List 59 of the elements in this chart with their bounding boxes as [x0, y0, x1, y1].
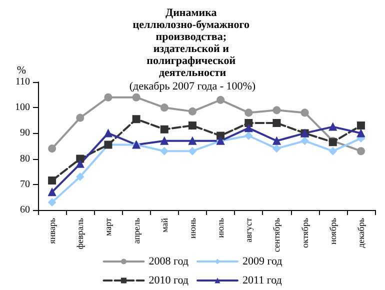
- x-tick-label: май: [159, 218, 170, 232]
- x-tick-label: март: [103, 218, 114, 236]
- x-tick-label: ноябрь: [328, 218, 338, 244]
- x-tick-label: июль: [216, 218, 226, 238]
- point: [216, 96, 225, 104]
- point: [328, 147, 337, 156]
- x-tick-label: декабрь: [356, 218, 366, 248]
- point: [244, 124, 253, 132]
- point: [272, 106, 281, 114]
- x-tick-label: апрель: [131, 218, 142, 244]
- point: [48, 188, 56, 196]
- point: [244, 108, 253, 117]
- point: [48, 144, 56, 153]
- y-tick-label: 70: [20, 178, 30, 190]
- legend-label: 2008 год: [148, 256, 189, 268]
- x-tick-label: август: [244, 218, 254, 242]
- x-tick-label: сентябрь: [272, 218, 282, 252]
- y-tick-label: 80: [20, 153, 30, 164]
- chart-title: Динамика целлюлозно-бумажного производства; издательской и полиграфической деятельности: [132, 7, 252, 79]
- point: [300, 136, 309, 145]
- legend-label: 2009 год: [242, 256, 283, 268]
- point: [244, 132, 253, 140]
- point: [188, 147, 196, 156]
- point: [160, 147, 168, 156]
- point: [356, 122, 365, 130]
- legend-label: 2011 год: [242, 274, 282, 286]
- point: [300, 108, 309, 117]
- point: [328, 122, 337, 131]
- y-tick-label: 90: [20, 128, 30, 139]
- point: [272, 144, 281, 153]
- legend-label: 2010 год: [148, 274, 189, 286]
- point: [188, 122, 196, 130]
- point: [188, 107, 196, 116]
- point: [160, 125, 168, 134]
- point: [160, 136, 168, 145]
- point: [104, 93, 112, 102]
- point: [48, 198, 56, 206]
- x-tick-label: июнь: [187, 218, 198, 238]
- y-tick-label: 110: [15, 76, 30, 88]
- point: [160, 104, 168, 112]
- y-tick-label: 100: [15, 102, 30, 114]
- point: [356, 147, 365, 156]
- point: [132, 93, 140, 102]
- point: [76, 114, 84, 122]
- point: [272, 136, 281, 145]
- y-axis-title: %: [16, 64, 26, 76]
- x-tick-label: октябрь: [300, 218, 310, 248]
- point: [76, 160, 84, 168]
- point: [104, 129, 112, 138]
- point: [76, 172, 84, 181]
- x-tick-label: февраль: [75, 218, 86, 250]
- chart-subtitle: (декабрь 2007 года - 100%): [129, 80, 256, 92]
- point: [48, 176, 56, 185]
- point: [356, 129, 365, 138]
- point: [188, 136, 196, 145]
- y-tick-label: 60: [20, 204, 30, 216]
- point: [132, 115, 140, 124]
- point: [272, 118, 281, 127]
- x-tick-label: январь: [47, 218, 58, 244]
